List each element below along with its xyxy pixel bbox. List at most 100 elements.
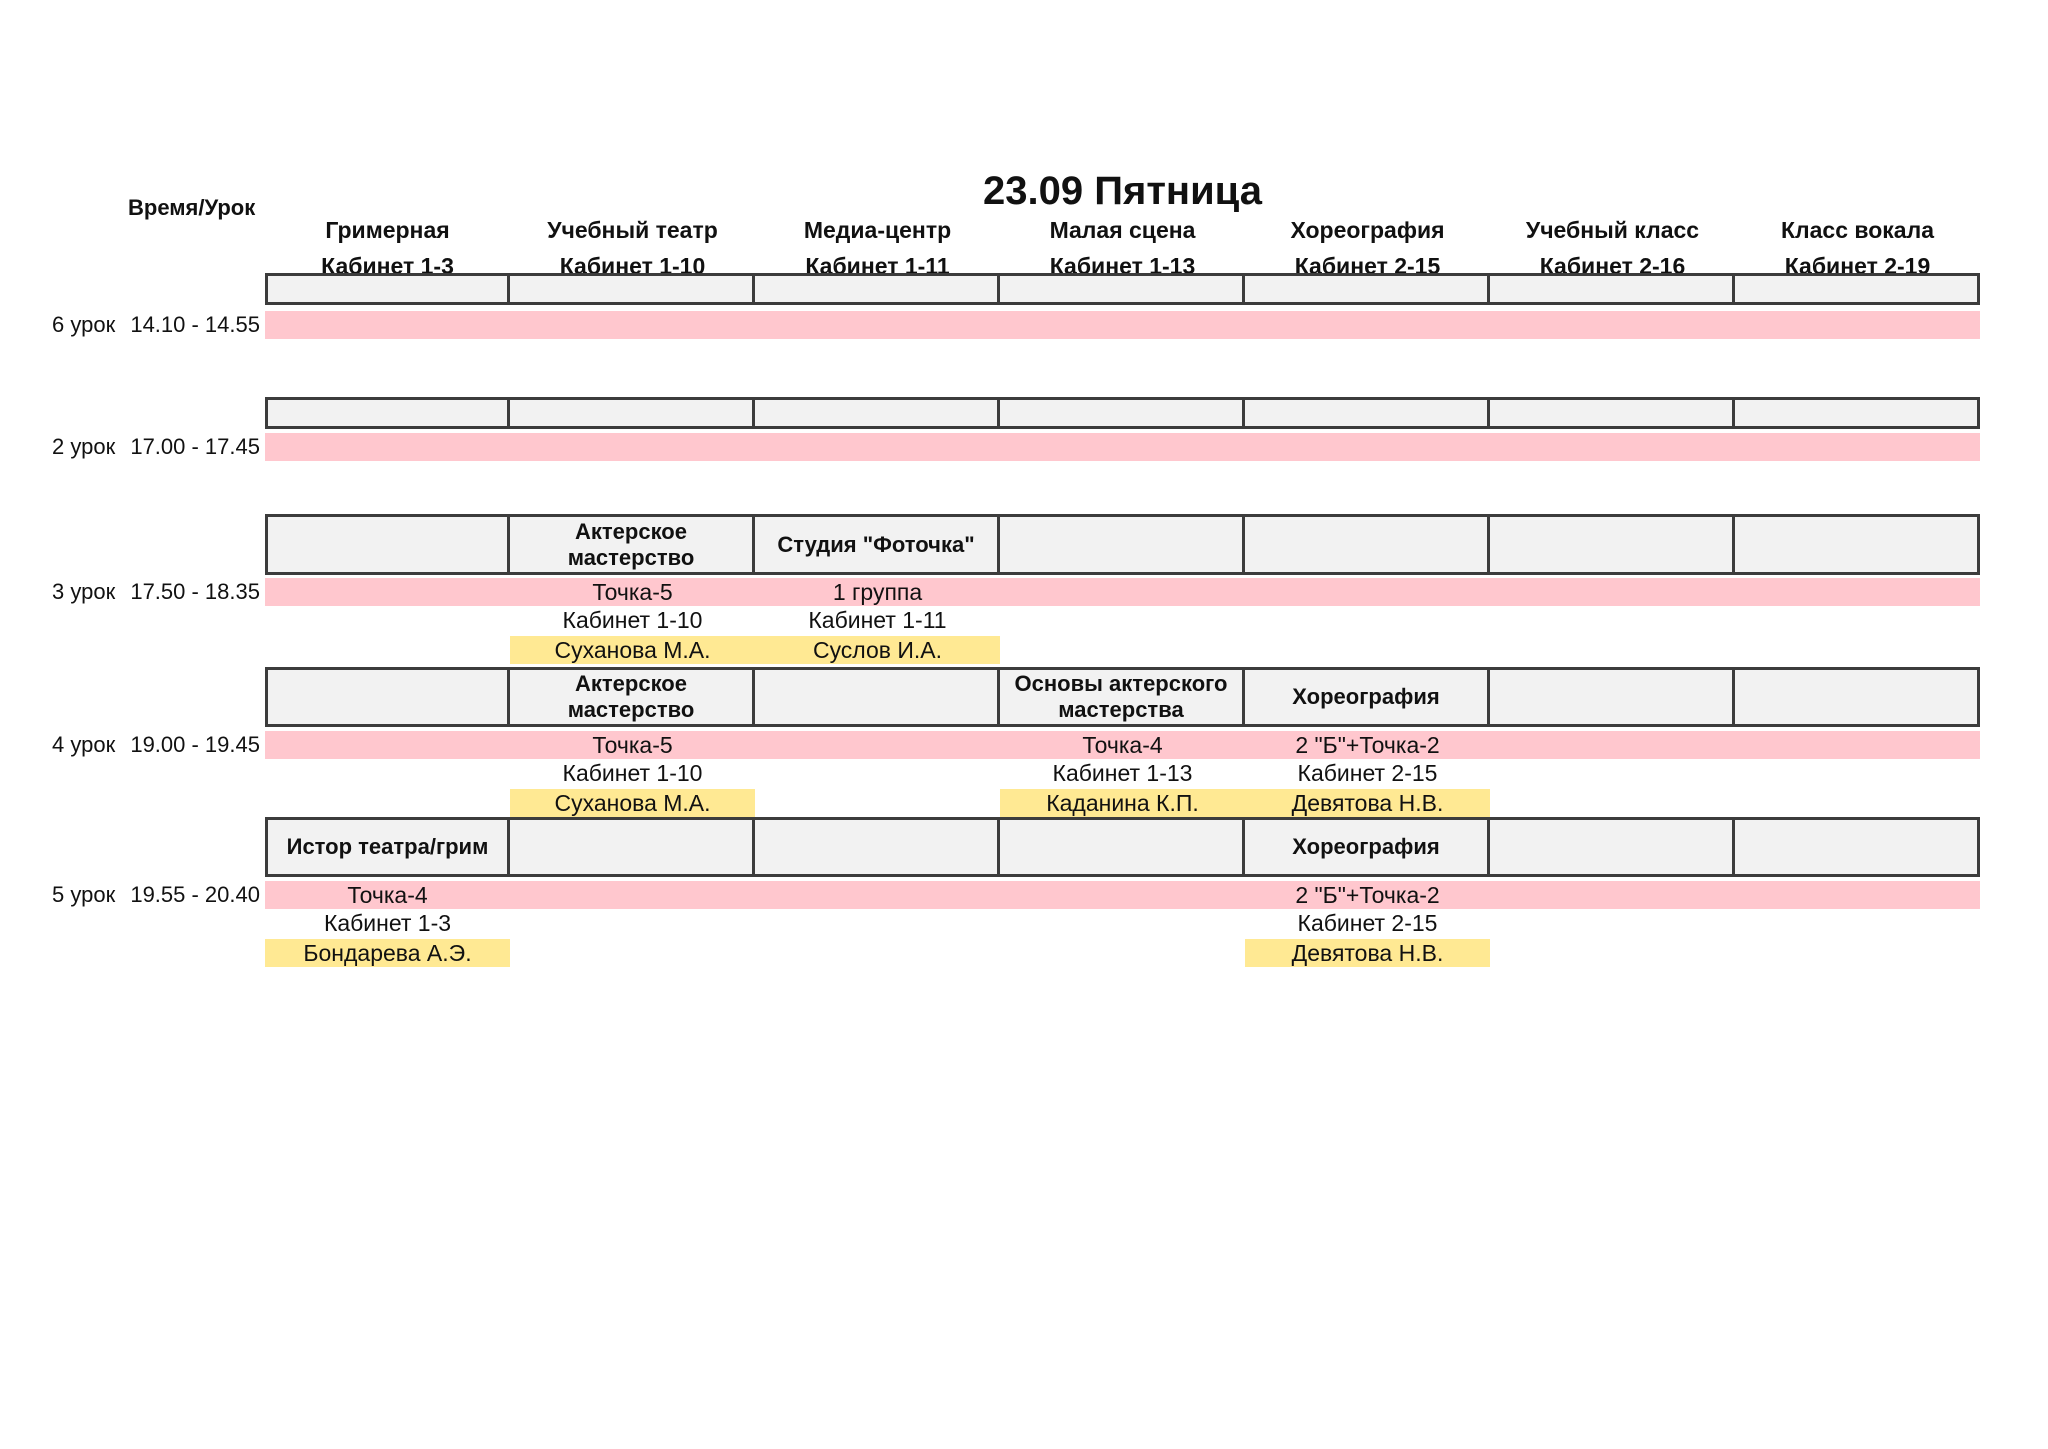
- subject-cell: [510, 817, 755, 877]
- room-cell: Кабинет 2-15: [1297, 760, 1438, 786]
- room-cell: Кабинет 1-13: [1052, 760, 1193, 786]
- group-cell: [1490, 311, 1735, 339]
- teacher-cell: [510, 939, 755, 967]
- group-cell: [510, 311, 755, 339]
- group-row: [265, 433, 1980, 461]
- group-cell: [1735, 731, 1980, 759]
- subject-cell: [1735, 817, 1980, 877]
- room-cell: Кабинет 1-10: [562, 760, 703, 786]
- group-row: Точка-4 2 "Б"+Точка-2: [265, 881, 1980, 909]
- teacher-cell: Суханова М.А.: [510, 789, 755, 817]
- room-cell: [510, 909, 755, 937]
- group-cell: 1 группа: [832, 579, 923, 605]
- teacher-cell: [1245, 636, 1490, 664]
- subject-cell: Истор театра/грим: [265, 817, 510, 877]
- teacher-cell: [755, 939, 1000, 967]
- teacher-cell: [1490, 939, 1735, 967]
- subject-cell: [1000, 397, 1245, 429]
- room-cell: [755, 759, 1000, 787]
- teacher-cell: [265, 789, 510, 817]
- group-cell: [1490, 881, 1735, 909]
- subject-cell: [1735, 514, 1980, 575]
- group-cell: [1490, 433, 1735, 461]
- lesson-number: 2 урок: [52, 434, 116, 459]
- group-cell: [1000, 433, 1245, 461]
- teacher-cell: [1735, 939, 1980, 967]
- group-cell: Точка-4: [347, 882, 428, 908]
- group-cell: [1245, 433, 1490, 461]
- room-cell: [1735, 909, 1980, 937]
- subject-cell: [1245, 273, 1490, 305]
- teacher-cell: Девятова Н.В.: [1245, 939, 1490, 967]
- lesson-time: 19.00 - 19.45: [130, 732, 260, 757]
- group-row: Точка-5 1 группа: [265, 578, 1980, 606]
- subject-cell: [1245, 514, 1490, 575]
- subject-cell: [265, 667, 510, 727]
- group-cell: [1000, 311, 1245, 339]
- subject-cell: [1490, 514, 1735, 575]
- subject-row: Истор театра/грим Хореография: [265, 817, 1980, 877]
- group-cell: [1245, 311, 1490, 339]
- teacher-row: Суханова М.А. Суслов И.А.: [265, 636, 1980, 664]
- room-cell: [1735, 759, 1980, 787]
- subject-cell: Актерское мастерство: [510, 667, 755, 727]
- column-name: Гримерная: [325, 217, 450, 243]
- subject-row: Актерское мастерство Студия "Фоточка": [265, 514, 1980, 575]
- teacher-cell: Суслов И.А.: [755, 636, 1000, 664]
- subject-cell: [1735, 667, 1980, 727]
- column-name: Класс вокала: [1780, 217, 1934, 243]
- teacher-cell: [1490, 789, 1735, 817]
- lesson-number: 4 урок: [52, 732, 116, 757]
- lesson-time: 14.10 - 14.55: [130, 312, 260, 337]
- group-cell: [265, 731, 510, 759]
- subject-cell: [510, 397, 755, 429]
- subject-cell: [755, 397, 1000, 429]
- room-cell: [265, 606, 510, 634]
- column-name: Учебный класс: [1525, 217, 1700, 243]
- subject-cell: Студия "Фоточка": [755, 514, 1000, 575]
- subject-cell: [265, 273, 510, 305]
- group-cell: [1735, 311, 1980, 339]
- subject-cell: Хореография: [1245, 817, 1490, 877]
- page-title: 23.09 Пятница: [983, 169, 1262, 213]
- group-cell: [1000, 578, 1245, 606]
- lesson-number: 5 урок: [52, 882, 116, 907]
- lesson-time: 17.50 - 18.35: [130, 579, 260, 604]
- teacher-cell: [1000, 939, 1245, 967]
- lesson-label: 3 урок 17.50 - 18.35: [52, 578, 260, 606]
- group-row: Точка-5 Точка-4 2 "Б"+Точка-2: [265, 731, 1980, 759]
- column-header: Медиа-центр Кабинет 1-11: [755, 212, 1000, 284]
- subject-row: Актерское мастерство Основы актерского ма…: [265, 667, 1980, 727]
- subject-cell: [265, 514, 510, 575]
- subject-row: [265, 273, 1980, 305]
- subject-cell: [1000, 514, 1245, 575]
- group-cell: 2 "Б"+Точка-2: [1295, 882, 1440, 908]
- group-cell: 2 "Б"+Точка-2: [1295, 732, 1440, 758]
- subject-cell: [1490, 667, 1735, 727]
- subject-cell: [1735, 273, 1980, 305]
- teacher-cell: [265, 636, 510, 664]
- lesson-label: 2 урок 17.00 - 17.45: [52, 433, 260, 461]
- group-cell: Точка-4: [1082, 732, 1163, 758]
- teacher-cell: Суханова М.А.: [510, 636, 755, 664]
- column-name: Медиа-центр: [803, 217, 952, 243]
- group-cell: [755, 731, 1000, 759]
- group-cell: [1000, 881, 1245, 909]
- lesson-number: 6 урок: [52, 312, 116, 337]
- group-cell: Точка-5: [592, 579, 673, 605]
- column-name: Хореография: [1290, 217, 1445, 243]
- room-cell: [1490, 759, 1735, 787]
- teacher-cell: [755, 789, 1000, 817]
- subject-cell: [1000, 273, 1245, 305]
- group-cell: [265, 311, 510, 339]
- teacher-cell: [1490, 636, 1735, 664]
- room-row: Кабинет 1-10 Кабинет 1-13 Кабинет 2-15: [265, 759, 1980, 787]
- column-name: Малая сцена: [1049, 217, 1196, 243]
- subject-cell: [265, 397, 510, 429]
- room-cell: Кабинет 2-15: [1297, 910, 1438, 936]
- lesson-label: 5 урок 19.55 - 20.40: [52, 881, 260, 909]
- lesson-time: 19.55 - 20.40: [130, 882, 260, 907]
- subject-cell: [1245, 397, 1490, 429]
- teacher-cell: Бондарева А.Э.: [265, 939, 510, 967]
